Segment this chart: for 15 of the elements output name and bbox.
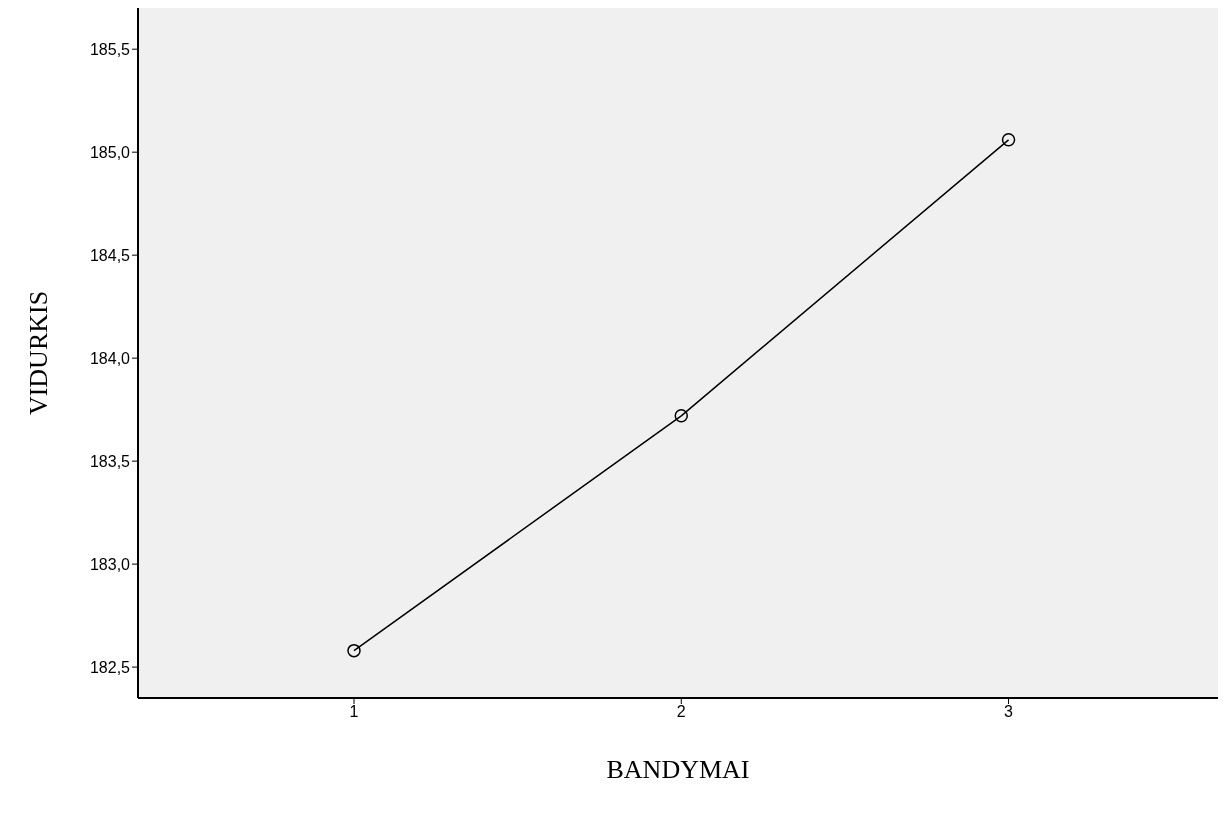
x-axis-title: BANDYMAI — [606, 755, 750, 784]
y-tick-label: 183,5 — [89, 452, 131, 470]
y-axis-title: VIDURKIS — [24, 290, 54, 416]
point — [674, 409, 689, 423]
y-tick-label: 185,5 — [89, 40, 131, 58]
y-tick-label: 184,0 — [89, 349, 131, 367]
y-tick-label: 182,5 — [89, 658, 131, 676]
y-tick-label: 183,0 — [89, 555, 131, 573]
y-tick-label: 185,0 — [89, 143, 131, 161]
x-tick-label: 3 — [1004, 703, 1014, 721]
y-tick-label: 184,5 — [89, 246, 131, 264]
point — [347, 643, 361, 658]
point — [1001, 133, 1016, 147]
x-tick-label: 2 — [676, 703, 686, 721]
x-tick-label: 1 — [349, 703, 359, 721]
